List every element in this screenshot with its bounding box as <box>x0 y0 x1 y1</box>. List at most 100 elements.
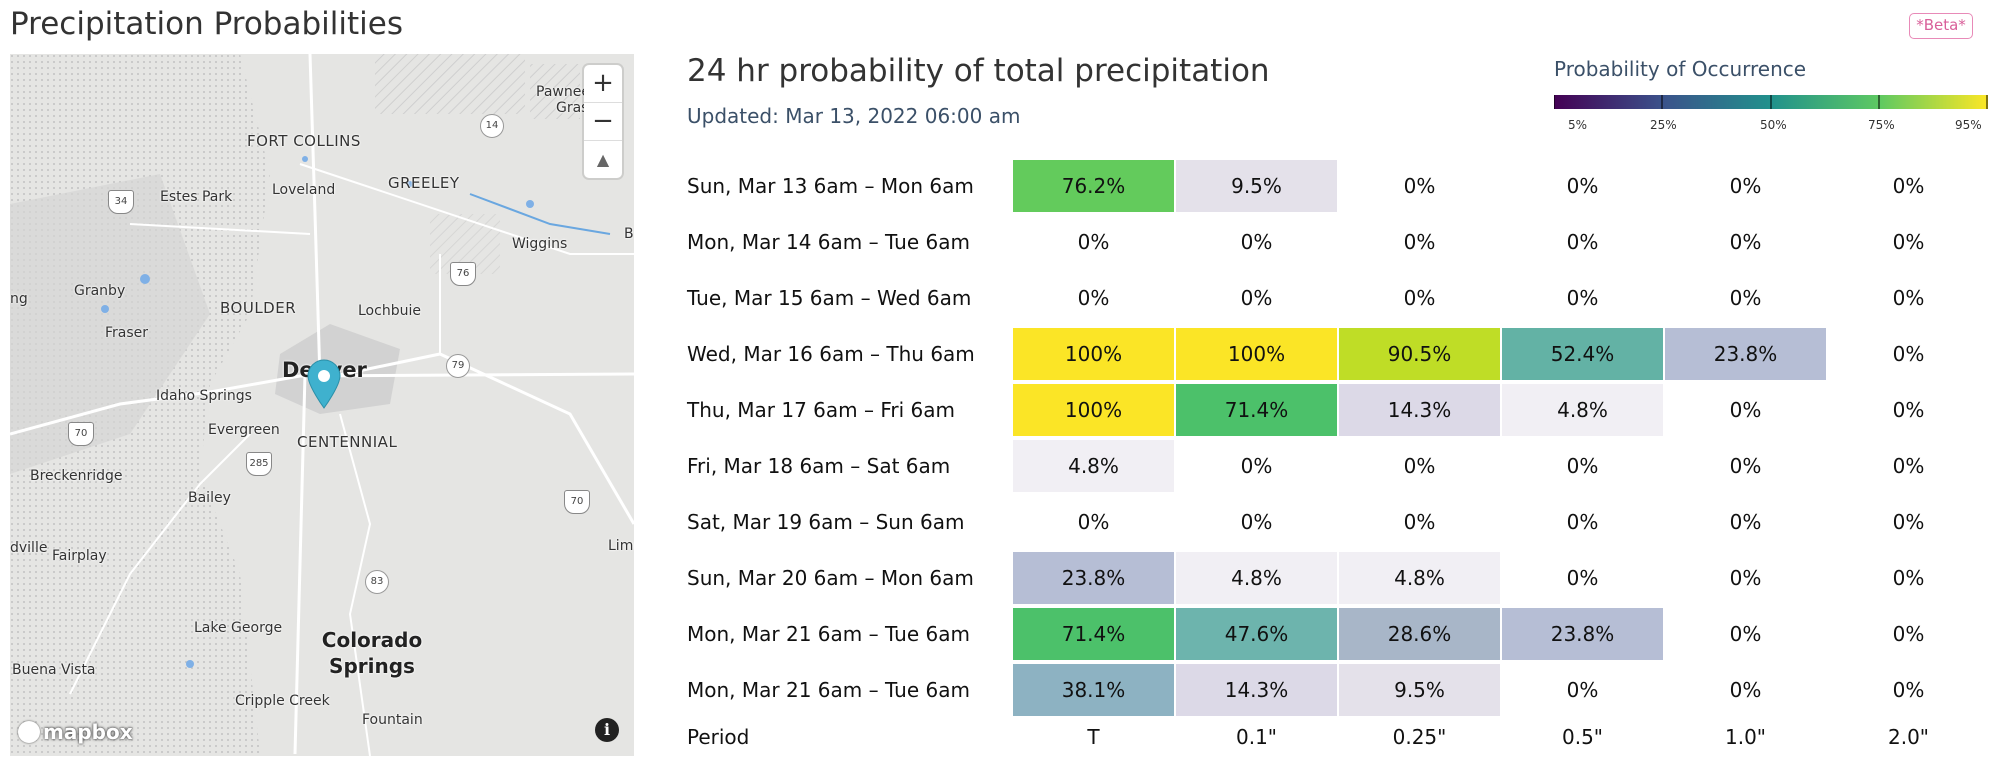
probability-cell: 0% <box>1892 230 1925 254</box>
map-zoom-controls: + − ▲ <box>584 65 622 178</box>
probability-cell: 0% <box>1240 510 1273 534</box>
period-label: Mon, Mar 21 6am – Tue 6am <box>687 622 970 646</box>
map-label-boulder: BOULDER <box>220 299 297 317</box>
probability-cell: 100% <box>1176 328 1337 380</box>
location-pin-icon[interactable] <box>306 358 342 410</box>
map-basemap <box>10 54 634 756</box>
map-label-breckenridge: Breckenridge <box>30 468 123 484</box>
zoom-out-button[interactable]: − <box>584 103 622 141</box>
probability-cell: 71.4% <box>1013 608 1174 660</box>
legend-tick: 95% <box>1955 118 1982 132</box>
period-label: Sun, Mar 20 6am – Mon 6am <box>687 566 974 590</box>
probability-cell: 0% <box>1566 230 1599 254</box>
probability-cell: 100% <box>1013 384 1174 436</box>
probability-cell: 0% <box>1403 454 1436 478</box>
column-header: T <box>1087 725 1100 749</box>
mapbox-logo-icon[interactable]: mapbox <box>18 720 133 744</box>
table-row: Sat, Mar 19 6am – Sun 6am 0% 0% 0% 0% 0% 0% <box>687 496 1987 548</box>
probability-cell: 0% <box>1729 622 1762 646</box>
table-row: Fri, Mar 18 6am – Sat 6am 4.8% 0% 0% 0% 0% 0% <box>687 440 1987 492</box>
table-row: Thu, Mar 17 6am – Fri 6am 100% 71.4% 14.3% 4… <box>687 384 1987 436</box>
highway-shield: 34 <box>108 190 134 214</box>
probability-cell: 90.5% <box>1339 328 1500 380</box>
probability-cell: 0% <box>1240 230 1273 254</box>
highway-shield: 285 <box>246 452 272 476</box>
table-row: Mon, Mar 21 6am – Tue 6am 38.1% 14.3% 9.5% 0… <box>687 664 1987 716</box>
probability-cell: 4.8% <box>1176 552 1337 604</box>
probability-cell: 0% <box>1077 510 1110 534</box>
probability-cell: 0% <box>1892 342 1925 366</box>
table-row: Sun, Mar 20 6am – Mon 6am 23.8% 4.8% 4.8% 0%… <box>687 552 1987 604</box>
map-label-evergreen: Evergreen <box>208 422 280 438</box>
map-label-cripple-creek: Cripple Creek <box>235 693 330 709</box>
probability-cell: 0% <box>1892 678 1925 702</box>
probability-cell: 0% <box>1566 174 1599 198</box>
probability-cell: 0% <box>1077 286 1110 310</box>
probability-cell: 0% <box>1892 622 1925 646</box>
probability-cell: 47.6% <box>1176 608 1337 660</box>
probability-cell: 71.4% <box>1176 384 1337 436</box>
probability-cell: 0% <box>1566 678 1599 702</box>
probability-cell: 0% <box>1566 286 1599 310</box>
page-title: Precipitation Probabilities <box>10 6 403 42</box>
probability-cell: 0% <box>1403 230 1436 254</box>
probability-cell: 52.4% <box>1502 328 1663 380</box>
highway-shield: 79 <box>446 354 470 378</box>
probability-cell: 23.8% <box>1013 552 1174 604</box>
map-label-pawnee: Pawnee <box>536 84 590 100</box>
column-header: 0.5" <box>1561 725 1603 749</box>
probability-cell: 76.2% <box>1013 160 1174 212</box>
map[interactable]: FORT COLLINS GREELEY Loveland Estes Park… <box>10 54 634 756</box>
column-header: 0.1" <box>1235 725 1277 749</box>
probability-cell: 14.3% <box>1176 664 1337 716</box>
probability-cell: 0% <box>1892 454 1925 478</box>
probability-cell: 0% <box>1729 510 1762 534</box>
column-header: 2.0" <box>1887 725 1929 749</box>
probability-cell: 0% <box>1566 454 1599 478</box>
probability-cell: 0% <box>1240 454 1273 478</box>
period-label: Wed, Mar 16 6am – Thu 6am <box>687 342 975 366</box>
legend-colorbar <box>1554 95 1988 109</box>
zoom-in-button[interactable]: + <box>584 65 622 103</box>
legend-tick: 25% <box>1650 118 1677 132</box>
probability-cell: 0% <box>1566 510 1599 534</box>
probability-cell: 38.1% <box>1013 664 1174 716</box>
probability-cell: 0% <box>1729 286 1762 310</box>
legend-title: Probability of Occurrence <box>1554 57 1807 81</box>
map-label-colorado-springs: Colorado Springs <box>321 628 423 678</box>
map-label-centennial: CENTENNIAL <box>297 433 398 451</box>
period-label: Mon, Mar 21 6am – Tue 6am <box>687 678 970 702</box>
table-row: Wed, Mar 16 6am – Thu 6am 100% 100% 90.5% 52… <box>687 328 1987 380</box>
probability-cell: 0% <box>1403 174 1436 198</box>
map-label-edge-leadville: dville <box>10 540 48 556</box>
probability-cell: 0% <box>1892 398 1925 422</box>
map-label-fairplay: Fairplay <box>52 548 107 564</box>
probability-cell: 0% <box>1403 286 1436 310</box>
table-footer: Period T 0.1" 0.25" 0.5" 1.0" 2.0" <box>687 724 1987 750</box>
compass-button[interactable]: ▲ <box>596 150 610 169</box>
highway-shield: 83 <box>365 570 389 594</box>
probability-cell: 0% <box>1729 230 1762 254</box>
map-label-estes-park: Estes Park <box>160 189 233 205</box>
footer-period-label: Period <box>687 725 750 749</box>
table-row: Sun, Mar 13 6am – Mon 6am 76.2% 9.5% 0% 0% 0%… <box>687 160 1987 212</box>
probability-cell: 4.8% <box>1339 552 1500 604</box>
map-label-fraser: Fraser <box>105 325 149 341</box>
column-header: 0.25" <box>1392 725 1447 749</box>
column-header: 1.0" <box>1724 725 1766 749</box>
probability-cell: 0% <box>1566 566 1599 590</box>
table-row: Mon, Mar 21 6am – Tue 6am 71.4% 47.6% 28.6%… <box>687 608 1987 660</box>
probability-cell: 0% <box>1892 566 1925 590</box>
probability-cell: 0% <box>1729 174 1762 198</box>
table-row: Tue, Mar 15 6am – Wed 6am 0% 0% 0% 0% 0% 0% <box>687 272 1987 324</box>
map-label-buena-vista: Buena Vista <box>12 662 96 678</box>
highway-shield: 70 <box>564 490 590 514</box>
probability-cell: 0% <box>1892 286 1925 310</box>
probability-cell: 0% <box>1403 510 1436 534</box>
info-icon[interactable]: i <box>595 718 619 742</box>
legend-tick: 75% <box>1868 118 1895 132</box>
probability-cell: 0% <box>1077 230 1110 254</box>
probability-cell: 0% <box>1892 510 1925 534</box>
map-label-lake-george: Lake George <box>194 620 283 636</box>
map-label-edge-left: ng <box>10 291 28 307</box>
